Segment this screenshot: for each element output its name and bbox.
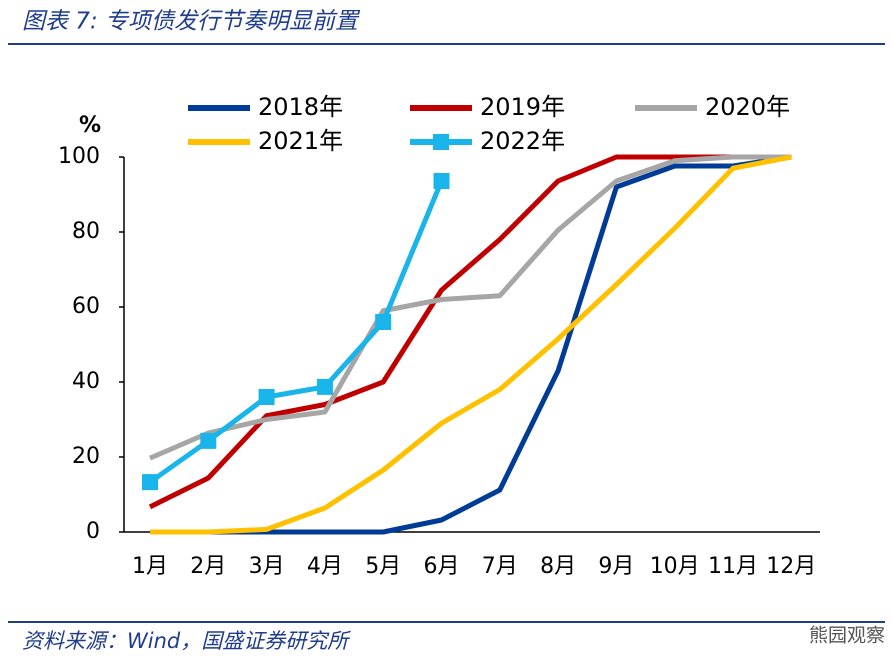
y-tick-label: 80 [72, 219, 100, 244]
source: 资料来源：Wind，国盛证券研究所 [22, 629, 351, 653]
legend-label: 2020年 [705, 93, 790, 121]
series-line [150, 154, 792, 535]
x-tick-label: 12月 [766, 554, 816, 579]
legend-label: 2018年 [258, 93, 343, 121]
x-tick-label: 11月 [708, 554, 758, 579]
y-tick-label: 0 [86, 519, 100, 544]
x-tick-label: 7月 [482, 554, 518, 579]
y-tick-label: 100 [58, 144, 100, 169]
x-tick-label: 5月 [365, 554, 401, 579]
legend-label: 2022年 [480, 127, 565, 155]
chart-title: 图表 7: 专项债发行节奏明显前置 [22, 9, 361, 35]
point-marker [375, 314, 392, 330]
x-tick-label: 1月 [132, 554, 168, 579]
y-tick-label: 60 [72, 294, 100, 319]
series-line [148, 154, 792, 510]
series-line [148, 180, 444, 485]
point-marker [142, 474, 158, 491]
series-line [149, 154, 792, 461]
legend-marker [433, 134, 449, 150]
watermark: 熊园观察 [809, 625, 885, 647]
x-tick-label: 8月 [540, 554, 576, 579]
y-tick-label: 40 [72, 369, 100, 394]
x-tick-label: 4月 [307, 554, 343, 579]
legend-label: 2021年 [258, 127, 343, 155]
legend-label: 2019年 [480, 93, 565, 121]
x-tick-label: 10月 [650, 554, 700, 579]
point-marker [316, 378, 333, 395]
series-line [150, 154, 792, 535]
x-tick-label: 9月 [598, 554, 634, 579]
point-marker [200, 432, 217, 449]
point-marker [258, 389, 275, 405]
x-tick-label: 3月 [249, 554, 285, 579]
point-marker [433, 173, 450, 189]
x-tick-label: 2月 [190, 554, 226, 579]
x-tick-label: 6月 [424, 554, 460, 579]
y-tick-label: 20 [72, 444, 100, 469]
y-axis-unit: % [79, 113, 101, 138]
